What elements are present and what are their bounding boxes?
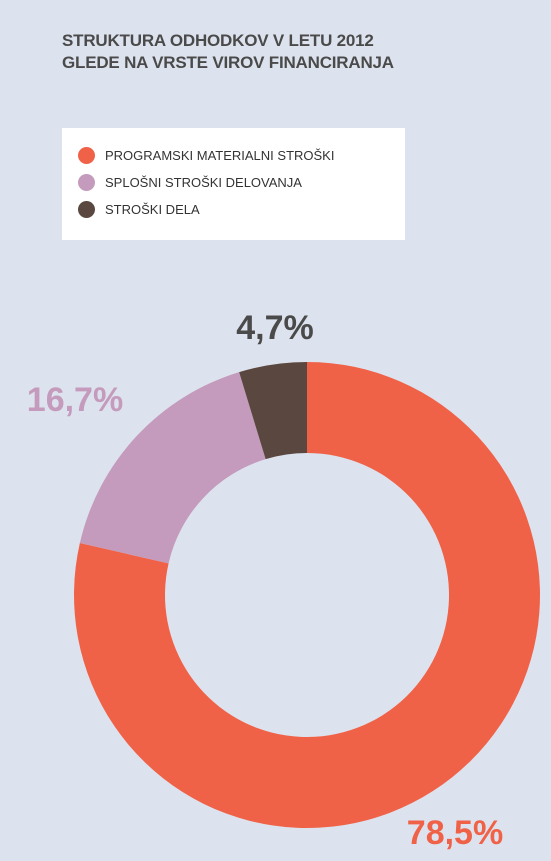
legend-label: STROŠKI DELA xyxy=(105,201,200,217)
donut-segment xyxy=(79,372,266,564)
legend-swatch xyxy=(78,200,95,218)
data-label: 78,5% xyxy=(407,814,503,852)
legend-swatch xyxy=(78,146,95,164)
donut-segment xyxy=(74,362,541,828)
legend-item: STROŠKI DELA xyxy=(78,198,200,220)
legend-label: PROGRAMSKI MATERIALNI STROŠKI xyxy=(105,147,335,163)
legend-label: SPLOŠNI STROŠKI DELOVANJA xyxy=(105,174,302,190)
data-label: 4,7% xyxy=(236,309,314,347)
legend-swatch xyxy=(78,173,95,191)
donut-segment xyxy=(239,362,307,460)
legend-item: SPLOŠNI STROŠKI DELOVANJA xyxy=(78,171,302,193)
data-label: 16,7% xyxy=(27,381,123,419)
legend: PROGRAMSKI MATERIALNI STROŠKI SPLOŠNI STR… xyxy=(62,128,405,240)
legend-item: PROGRAMSKI MATERIALNI STROŠKI xyxy=(78,144,334,166)
chart-title: STRUKTURA ODHODKOV V LETU 2012 GLEDE NA … xyxy=(62,31,394,72)
